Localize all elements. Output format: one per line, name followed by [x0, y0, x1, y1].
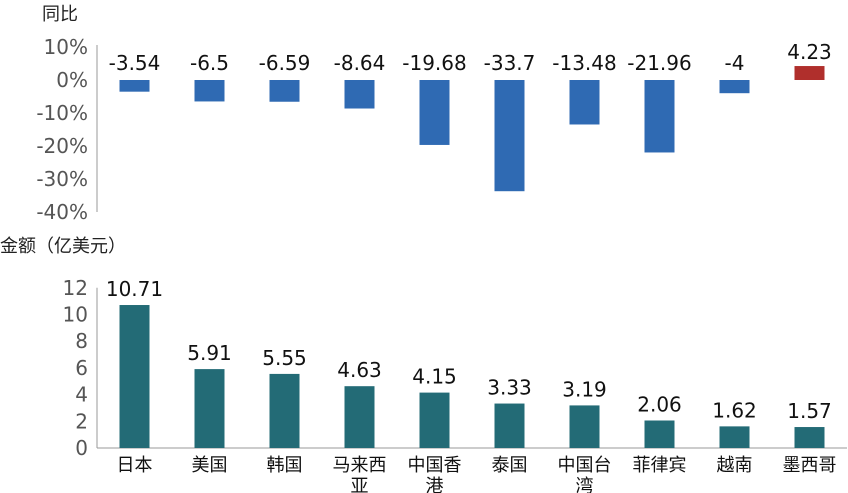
yoy-bar: [569, 80, 600, 125]
yoy-bar: [494, 80, 525, 192]
yoy-data-label: -8.64: [334, 51, 386, 75]
yoy-data-label: -33.7: [484, 51, 536, 75]
amount-y-tick-label: 10: [63, 303, 88, 327]
amount-bar: [344, 386, 375, 448]
amount-bar: [719, 426, 750, 448]
yoy-bar: [719, 80, 750, 94]
x-category-label: 越南: [717, 455, 753, 476]
x-category-label: 菲律宾: [633, 455, 687, 476]
yoy-y-tick-label: -30%: [36, 167, 88, 191]
yoy-bar: [644, 80, 675, 153]
amount-data-label: 1.62: [712, 398, 757, 422]
x-category-label: 港: [426, 476, 444, 493]
x-category-label: 马来西: [333, 455, 387, 476]
yoy-bar: [344, 80, 375, 109]
yoy-y-tick-label: 10%: [44, 35, 88, 59]
amount-bar: [419, 392, 450, 448]
yoy-data-label: -4: [725, 51, 745, 75]
amount-bar: [494, 403, 525, 448]
x-category-label: 中国台: [558, 455, 612, 476]
yoy-data-label: -13.48: [552, 51, 616, 75]
amount-data-label: 2.06: [637, 392, 682, 416]
amount-bar: [644, 420, 675, 448]
yoy-y-tick-label: -10%: [36, 101, 88, 125]
x-category-label: 韩国: [267, 455, 303, 476]
yoy-y-tick-label: -20%: [36, 134, 88, 158]
x-category-label: 中国香: [408, 455, 462, 476]
amount-data-label: 3.19: [562, 377, 607, 401]
x-category-label: 亚: [351, 476, 369, 493]
amount-bar: [194, 369, 225, 448]
yoy-y-tick-label: 0%: [56, 68, 88, 92]
yoy-data-label: 4.23: [787, 40, 832, 64]
amount-data-label: 10.71: [106, 277, 163, 301]
amount-axis-title: 金额（亿美元）: [0, 236, 126, 257]
x-category-label: 湾: [576, 476, 594, 493]
yoy-bar: [119, 80, 150, 92]
amount-data-label: 4.15: [412, 365, 457, 389]
amount-data-label: 5.55: [262, 346, 307, 370]
yoy-axis-title: 同比: [42, 4, 78, 25]
amount-bar: [119, 305, 150, 448]
yoy-data-label: -3.54: [109, 51, 161, 75]
yoy-data-label: -19.68: [402, 51, 466, 75]
amount-bar: [794, 427, 825, 448]
amount-y-tick-label: 8: [75, 329, 88, 353]
yoy-y-tick-label: -40%: [36, 200, 88, 224]
amount-bar: [569, 405, 600, 448]
yoy-data-label: -6.59: [259, 51, 311, 75]
amount-data-label: 1.57: [787, 399, 832, 423]
yoy-bar: [419, 80, 450, 145]
amount-data-label: 4.63: [337, 358, 382, 382]
x-category-label: 日本: [117, 455, 153, 476]
yoy-bar: [794, 66, 825, 80]
amount-y-tick-label: 4: [75, 383, 88, 407]
amount-y-tick-label: 12: [63, 276, 88, 300]
x-category-label: 泰国: [492, 455, 528, 476]
amount-y-tick-label: 0: [75, 436, 88, 460]
yoy-bar: [269, 80, 300, 102]
yoy-data-label: -6.5: [190, 51, 229, 75]
yoy-bar: [194, 80, 225, 102]
x-category-label: 美国: [192, 455, 228, 476]
amount-y-tick-label: 2: [75, 409, 88, 433]
amount-data-label: 3.33: [487, 376, 532, 400]
amount-bar: [269, 373, 300, 448]
amount-y-tick-label: 6: [75, 356, 88, 380]
amount-data-label: 5.91: [187, 341, 232, 365]
yoy-data-label: -21.96: [627, 51, 691, 75]
x-category-label: 墨西哥: [783, 455, 837, 476]
